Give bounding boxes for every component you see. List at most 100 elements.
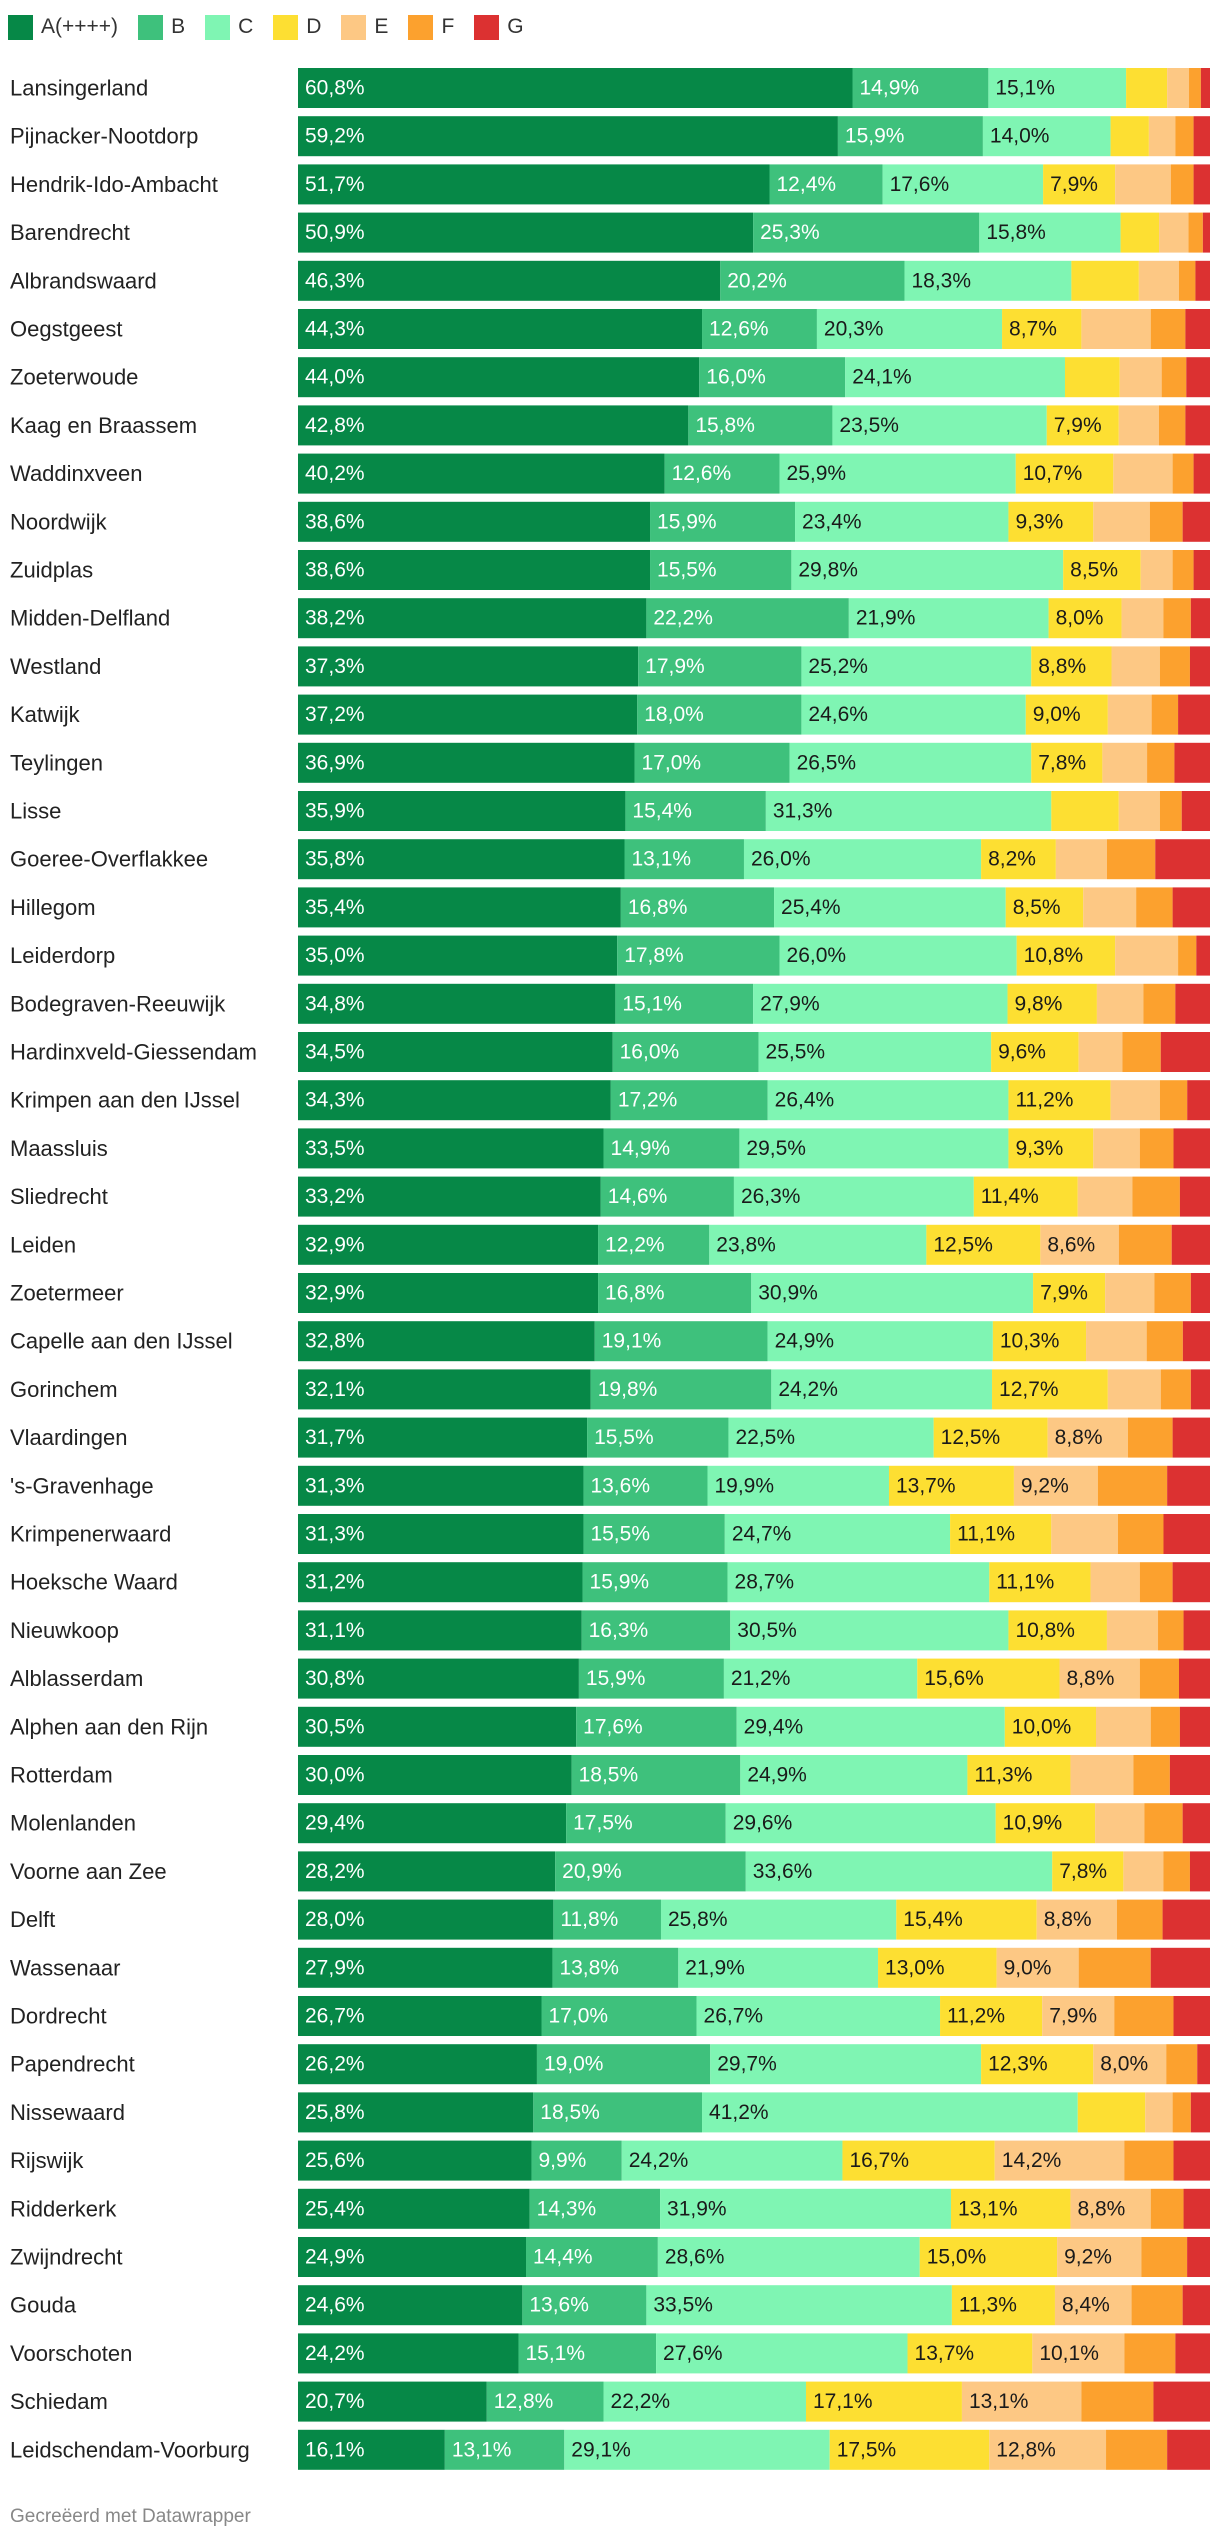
data-label: 16,7% <box>849 2149 909 2172</box>
data-label: 26,7% <box>305 2005 365 2028</box>
bar-segment <box>1078 1032 1123 1072</box>
data-label: 13,1% <box>958 2197 1018 2220</box>
category-label: Westland <box>10 654 101 679</box>
data-label: 7,9% <box>1049 2005 1097 2028</box>
bar-segment <box>888 1465 1014 1506</box>
bar-segment <box>1036 1899 1117 1940</box>
bar-segment <box>1008 501 1094 542</box>
data-label: 31,2% <box>305 1571 365 1594</box>
bar-segment <box>1118 405 1159 446</box>
data-label: 28,0% <box>305 1908 365 1931</box>
bar-segment <box>795 501 1009 542</box>
category-label: Zuidplas <box>10 558 93 583</box>
bar-segment <box>298 1610 582 1651</box>
bar-segment <box>1183 2188 1210 2229</box>
bar-segment <box>646 2285 952 2326</box>
data-label: 24,6% <box>808 703 868 726</box>
data-label: 33,2% <box>305 1185 365 1208</box>
data-label: 11,1% <box>996 1571 1054 1594</box>
bar-segment <box>1186 357 1210 398</box>
data-label: 29,4% <box>744 1715 804 1738</box>
data-label: 20,2% <box>727 269 787 292</box>
bar-segment <box>725 1803 996 1844</box>
category-label: Gorinchem <box>10 1377 118 1402</box>
data-label: 9,9% <box>538 2149 586 2172</box>
bar-segment <box>298 1947 553 1988</box>
data-label: 12,8% <box>996 2438 1056 2461</box>
data-label: 29,7% <box>717 2053 777 2076</box>
bar-segment <box>603 2381 806 2422</box>
data-label: 17,6% <box>583 1715 643 1738</box>
bar-segment <box>298 2044 537 2085</box>
bar-segment <box>587 1417 729 1458</box>
bar-segment <box>578 1658 724 1699</box>
category-label: Teylingen <box>10 750 103 775</box>
bar-segment <box>582 1562 728 1603</box>
bar-segment <box>837 116 983 157</box>
bar-segment <box>1121 598 1164 639</box>
bar-segment <box>1127 1417 1173 1458</box>
bar-segment <box>919 2237 1058 2277</box>
bar-segment <box>845 357 1065 398</box>
bar-segment <box>988 68 1127 108</box>
bar-segment <box>933 1417 1048 1458</box>
category-label: Zoeterwoude <box>10 365 138 390</box>
legend-item: G <box>474 14 524 40</box>
category-label: Pijnacker-Nootdorp <box>10 124 198 149</box>
data-label: 32,1% <box>305 1378 365 1401</box>
bar-segment <box>728 1417 934 1458</box>
bar-segment <box>1124 2140 1174 2181</box>
data-label: 11,8% <box>560 1908 618 1931</box>
bar-segment <box>1052 1851 1124 1892</box>
data-label: 8,0% <box>1100 2053 1148 2076</box>
bar-segment <box>1111 646 1160 687</box>
bar-segment <box>638 646 802 687</box>
data-label: 32,9% <box>305 1282 365 1305</box>
data-label: 17,8% <box>624 944 684 967</box>
bar-segment <box>298 2188 530 2229</box>
bar-segment <box>298 1128 604 1169</box>
bar-segment <box>982 116 1111 157</box>
data-label: 13,6% <box>590 1474 650 1497</box>
bar-segment <box>1173 2140 1210 2181</box>
bar-segment <box>1178 260 1196 301</box>
bar-segment <box>298 1032 613 1072</box>
bar-segment <box>1175 116 1194 157</box>
data-label: 31,3% <box>773 800 833 823</box>
bar-segment <box>805 2381 962 2422</box>
bar-segment <box>1102 742 1148 783</box>
bar-segment <box>696 1996 941 2036</box>
data-label: 41,2% <box>709 2101 769 2124</box>
bar-segment <box>702 309 817 349</box>
data-label: 15,5% <box>657 559 717 582</box>
bar-segment <box>1193 550 1210 590</box>
bar-segment <box>1172 453 1194 494</box>
bar-segment <box>951 2285 1055 2326</box>
data-label: 14,3% <box>537 2197 597 2220</box>
bar-segment <box>1187 1080 1210 1121</box>
bar-segment <box>1106 839 1156 880</box>
legend-label: B <box>171 15 186 38</box>
data-label: 30,9% <box>758 1282 818 1305</box>
data-label: 15,1% <box>622 992 682 1015</box>
bar-segment <box>298 1658 579 1699</box>
data-label: 7,8% <box>1059 1860 1107 1883</box>
bar-segment <box>1138 260 1179 301</box>
data-label: 37,3% <box>305 655 365 678</box>
bar-segment <box>581 1610 731 1651</box>
data-label: 34,8% <box>305 992 365 1015</box>
data-label: 31,3% <box>305 1523 365 1546</box>
category-label: Zwijndrecht <box>10 2245 122 2270</box>
data-label: 9,8% <box>1015 992 1063 1015</box>
data-label: 26,0% <box>751 848 811 871</box>
bar-segment <box>1190 1369 1210 1410</box>
data-label: 16,3% <box>589 1619 649 1642</box>
bar-segment <box>1115 935 1179 976</box>
data-label: 26,2% <box>305 2053 365 2076</box>
data-label: 38,6% <box>305 510 365 533</box>
data-label: 16,0% <box>620 1041 680 1064</box>
bar-segment <box>298 2140 532 2181</box>
bar-segment <box>1159 212 1189 253</box>
data-label: 29,8% <box>798 559 858 582</box>
